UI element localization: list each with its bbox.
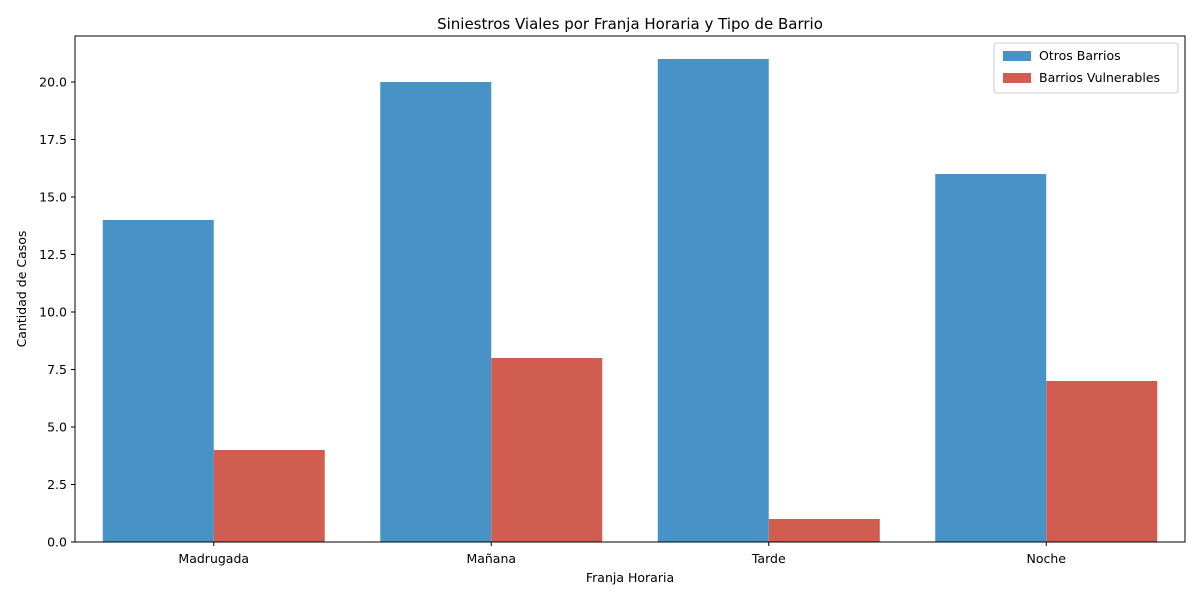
bar-otros-barrios-1 [102,220,214,542]
legend-swatch-barrios-vulnerables [1003,73,1031,83]
legend-box [993,42,1179,94]
bar-barrios-vulnerables-1 [213,450,325,542]
y-tick-label: 5.0 [47,420,67,435]
x-axis-ticks: Madrugada Mañana Tarde Noche [178,542,1066,566]
y-axis-label: Cantidad de Casos [14,231,29,348]
legend-swatch-otros-barrios [1003,51,1031,61]
y-tick-label: 15.0 [39,190,67,205]
x-tick-label: Noche [1027,551,1067,566]
y-tick-label: 2.5 [47,477,67,492]
y-tick-label: 0.0 [47,535,67,550]
y-tick-label: 17.5 [39,132,67,147]
y-axis-ticks: 0.0 2.5 5.0 7.5 10.0 12.5 15.0 17.5 20.0 [39,75,75,550]
bar-otros-barrios-4 [935,174,1047,542]
plot-frame [74,35,1186,543]
x-tick-label: Madrugada [178,551,249,566]
legend-label-otros-barrios: Otros Barrios [1039,48,1121,63]
y-tick-label: 7.5 [47,362,67,377]
chart-title: Siniestros Viales por Franja Horaria y T… [437,15,823,33]
y-tick-label: 20.0 [39,75,67,90]
x-tick-label: Tarde [751,551,786,566]
bar-barrios-vulnerables-2 [491,358,603,542]
bar-otros-barrios-2 [380,82,492,542]
bars-group [102,59,1158,542]
bar-otros-barrios-3 [657,59,769,542]
x-tick-label: Mañana [466,551,516,566]
bar-barrios-vulnerables-4 [1046,381,1158,542]
bar-barrios-vulnerables-3 [768,519,880,542]
legend-label-barrios-vulnerables: Barrios Vulnerables [1039,70,1160,85]
x-axis-label: Franja Horaria [586,570,674,585]
y-tick-label: 12.5 [39,247,67,262]
legend: Otros Barrios Barrios Vulnerables [993,42,1179,94]
y-tick-label: 10.0 [39,305,67,320]
